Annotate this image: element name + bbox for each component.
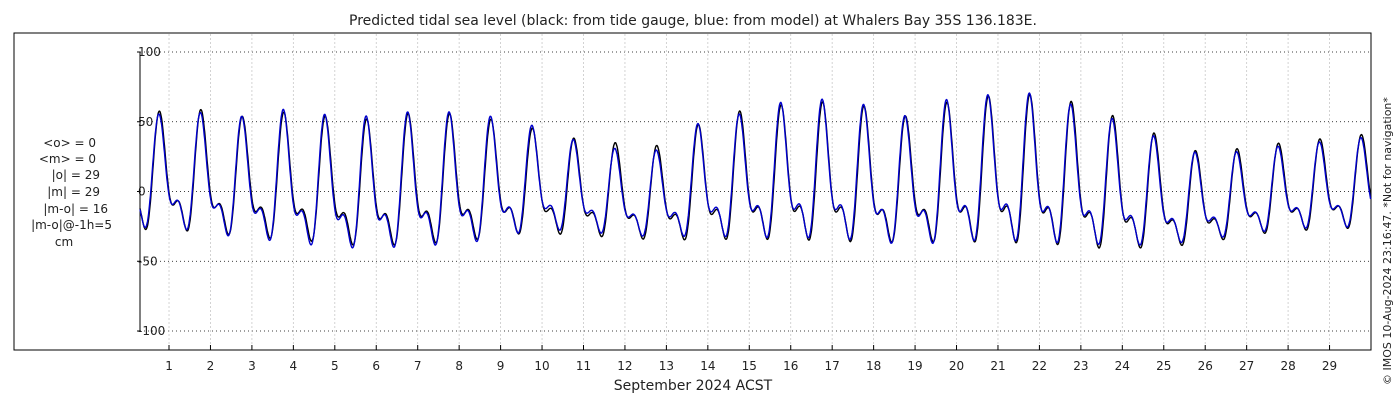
- x-tick-label: 8: [455, 359, 463, 373]
- x-tick-label: 23: [1073, 359, 1088, 373]
- stat-abs-diff-lag: |m-o|@-1h=5: [31, 218, 112, 232]
- x-tick-label: 20: [949, 359, 964, 373]
- x-tick-label: 12: [617, 359, 632, 373]
- x-tick-label: 29: [1322, 359, 1337, 373]
- x-tick-label: 6: [372, 359, 380, 373]
- outer-frame: [13, 32, 1372, 351]
- series-line-model: [139, 92, 1372, 249]
- x-tick-label: 22: [1032, 359, 1047, 373]
- x-tick-label: 9: [497, 359, 505, 373]
- y-tick-label: 100: [138, 45, 161, 59]
- stat-mean-model: <m> = 0: [39, 152, 96, 166]
- x-tick-label: 26: [1198, 359, 1213, 373]
- chart-title: Predicted tidal sea level (black: from t…: [349, 13, 1037, 29]
- x-tick-label: 24: [1115, 359, 1130, 373]
- x-axis-label: September 2024 ACST: [614, 378, 773, 394]
- x-tick-label: 18: [866, 359, 881, 373]
- x-tick-label: 4: [290, 359, 298, 373]
- credit-text: © IMOS 10-Aug-2024 23:16:47. *Not for na…: [1381, 97, 1394, 385]
- x-tick-label: 5: [331, 359, 339, 373]
- y-tick-label: 0: [138, 185, 146, 199]
- x-tick-label: 21: [990, 359, 1005, 373]
- x-tick-label: 17: [825, 359, 840, 373]
- x-tick-label: 16: [783, 359, 798, 373]
- x-tick-label: 2: [207, 359, 215, 373]
- stat-abs-model: |m| = 29: [47, 185, 100, 199]
- x-tick-label: 11: [576, 359, 591, 373]
- stat-abs-observed: |o| = 29: [52, 168, 100, 182]
- stat-unit: cm: [55, 235, 73, 249]
- x-tick-label: 14: [700, 359, 715, 373]
- y-tick-label: -100: [138, 324, 165, 338]
- stat-mean-observed: <o> = 0: [43, 136, 96, 150]
- y-tick-label: -50: [138, 254, 158, 268]
- y-tick-label: 50: [138, 115, 153, 129]
- x-tick-label: 1: [165, 359, 173, 373]
- x-tick-label: 28: [1280, 359, 1295, 373]
- x-tick-label: 10: [534, 359, 549, 373]
- x-tick-label: 27: [1239, 359, 1254, 373]
- grid-layer: [140, 34, 1371, 349]
- stat-abs-diff: |m-o| = 16: [43, 202, 108, 216]
- series-layer: [139, 92, 1372, 249]
- x-tick-label: 7: [414, 359, 422, 373]
- x-tick-label: 15: [742, 359, 757, 373]
- x-tick-label: 19: [907, 359, 922, 373]
- x-tick-label: 25: [1156, 359, 1171, 373]
- x-tick-label: 13: [659, 359, 674, 373]
- x-tick-label: 3: [248, 359, 256, 373]
- stats-block: <o> = 0 <m> = 0 |o| = 29 |m| = 29 |m-o| …: [31, 136, 112, 249]
